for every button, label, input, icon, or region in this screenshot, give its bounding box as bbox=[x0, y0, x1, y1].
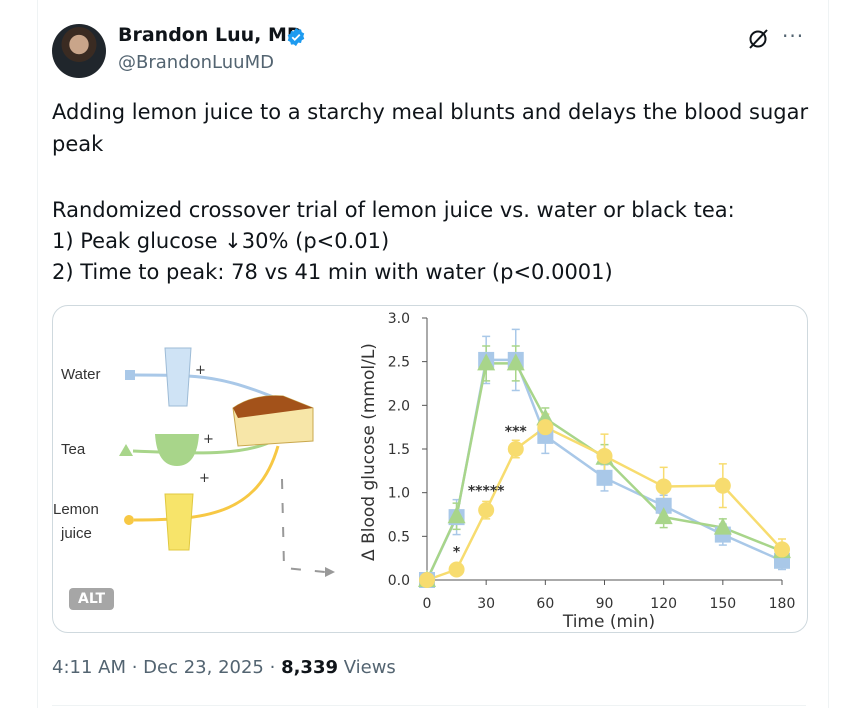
tweet-text-line: 1) Peak glucose ↓30% (p<0.01) bbox=[52, 229, 390, 253]
tweet-time[interactable]: 4:11 AM bbox=[52, 657, 126, 678]
data-point-circle bbox=[655, 478, 672, 495]
y-axis-label: Δ Blood glucose (mmol/L) bbox=[359, 343, 379, 561]
data-point-circle bbox=[714, 477, 731, 494]
author-name[interactable]: Brandon Luu, MD bbox=[118, 24, 303, 46]
x-axis-label: Time (min) bbox=[562, 612, 655, 632]
plus-lemon: + bbox=[199, 471, 210, 486]
label-water: Water bbox=[61, 366, 100, 383]
glucose-chart: Δ Blood glucose (mmol/L) Time (min) 0.0 0… bbox=[359, 311, 795, 632]
y-tick-label: 0.5 bbox=[388, 529, 410, 545]
x-tick-label: 0 bbox=[423, 596, 432, 612]
tea-marker-icon bbox=[119, 444, 133, 456]
avatar[interactable] bbox=[52, 24, 106, 78]
y-tick-label: 2.0 bbox=[388, 398, 410, 414]
divider bbox=[52, 705, 806, 706]
author-handle[interactable]: @BrandonLuuMD bbox=[118, 52, 274, 73]
alt-text-badge[interactable]: ALT bbox=[69, 588, 114, 610]
y-tick-label: 3.0 bbox=[388, 311, 410, 327]
tea-cup-icon bbox=[155, 434, 199, 466]
data-point-circle bbox=[774, 541, 790, 558]
data-point-circle bbox=[478, 502, 495, 519]
plus-water: + bbox=[195, 363, 206, 378]
label-lemon-1: Lemon bbox=[53, 501, 99, 518]
left-border bbox=[37, 0, 38, 708]
tweet-meta: 4:11 AM · Dec 23, 2025 · 8,339 Views bbox=[52, 657, 396, 678]
x-tick-label: 180 bbox=[769, 596, 796, 612]
tweet-text-line: 2) Time to peak: 78 vs 41 min with water… bbox=[52, 260, 613, 284]
y-tick-label: 1.0 bbox=[388, 486, 410, 502]
views-label: Views bbox=[338, 657, 396, 678]
significance-annotation: * bbox=[453, 544, 461, 560]
data-point-circle bbox=[596, 447, 613, 464]
x-tick-label: 120 bbox=[650, 596, 677, 612]
y-tick-label: 0.0 bbox=[388, 573, 410, 589]
tweet-date[interactable]: Dec 23, 2025 bbox=[143, 657, 264, 678]
separator: · bbox=[263, 657, 282, 678]
more-options-icon[interactable]: ··· bbox=[782, 24, 805, 48]
data-point-triangle bbox=[447, 506, 466, 524]
grok-icon[interactable] bbox=[746, 27, 770, 51]
significance-annotation: ***** bbox=[468, 483, 505, 499]
lemon-line bbox=[133, 445, 280, 522]
x-tick-label: 60 bbox=[536, 596, 554, 612]
views-count: 8,339 bbox=[281, 657, 338, 678]
bread-crust bbox=[233, 395, 313, 418]
data-point-triangle bbox=[654, 507, 673, 525]
verified-badge-icon bbox=[287, 27, 305, 47]
x-tick-label: 150 bbox=[709, 596, 736, 612]
plus-tea: + bbox=[203, 432, 214, 447]
data-point-circle bbox=[448, 561, 465, 578]
data-point-triangle bbox=[506, 353, 525, 371]
x-tick-label: 90 bbox=[596, 596, 614, 612]
arrow-line bbox=[281, 478, 326, 573]
y-tick-label: 2.5 bbox=[388, 355, 410, 371]
label-lemon-2: juice bbox=[60, 525, 92, 542]
data-point-circle bbox=[507, 441, 524, 457]
label-tea: Tea bbox=[61, 441, 86, 458]
water-marker-icon bbox=[125, 370, 135, 380]
data-point-triangle bbox=[713, 517, 732, 535]
water-glass-icon bbox=[164, 347, 192, 407]
meal-illustration: Water + Tea + Lemon juice + bbox=[53, 347, 335, 577]
water-line bbox=[134, 373, 284, 403]
data-point-square bbox=[596, 469, 613, 486]
data-point-square bbox=[655, 497, 672, 514]
significance-annotation: *** bbox=[505, 424, 528, 440]
tweet-text-line: Adding lemon juice to a starchy meal blu… bbox=[52, 100, 809, 124]
separator: · bbox=[126, 657, 144, 678]
lemon-glass-icon bbox=[164, 493, 194, 551]
data-point-circle bbox=[537, 419, 554, 436]
tweet-text-line: peak bbox=[52, 132, 104, 156]
lemon-marker-icon bbox=[124, 515, 134, 525]
arrow-icon bbox=[325, 567, 335, 577]
right-border bbox=[828, 0, 829, 708]
tweet-media-image[interactable]: Water + Tea + Lemon juice + Δ Bloo bbox=[52, 305, 808, 633]
media-figure: Water + Tea + Lemon juice + Δ Bloo bbox=[53, 311, 795, 632]
y-tick-label: 1.5 bbox=[388, 442, 410, 458]
x-tick-label: 30 bbox=[477, 596, 495, 612]
data-point-triangle bbox=[477, 353, 496, 371]
tweet-text-line: Randomized crossover trial of lemon juic… bbox=[52, 198, 735, 222]
data-point-circle bbox=[419, 572, 435, 588]
